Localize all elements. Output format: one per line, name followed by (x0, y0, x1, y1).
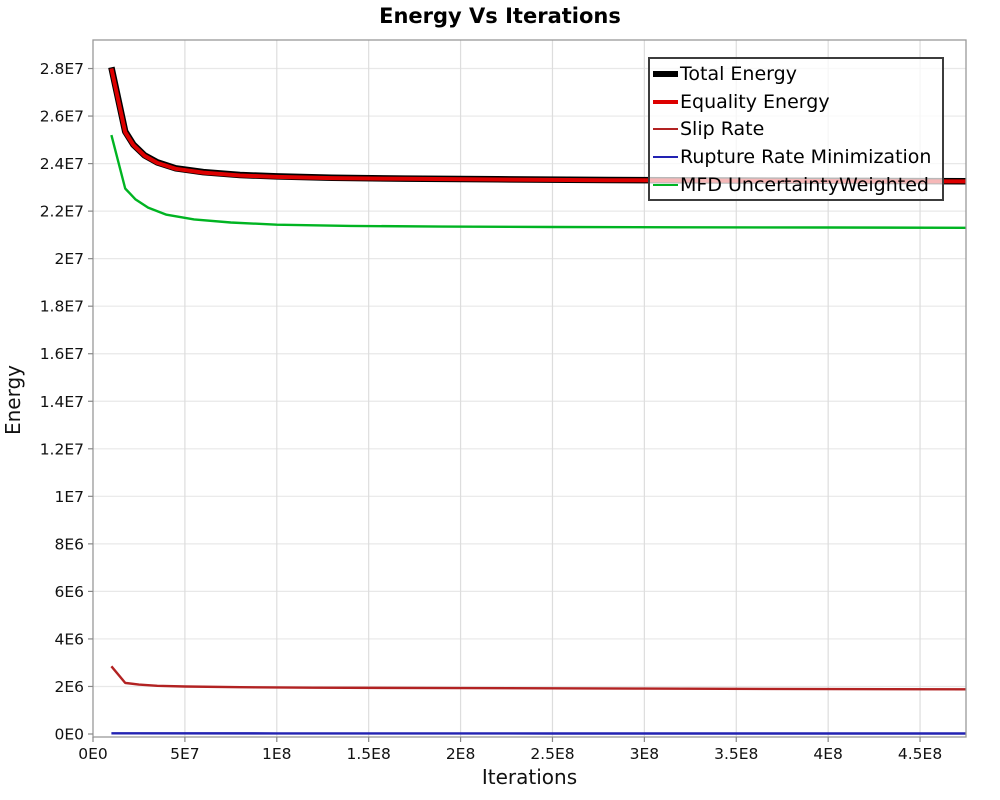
y-tick-label: 2.8E7 (40, 60, 84, 78)
y-tick-label: 1.8E7 (40, 298, 84, 316)
legend: Total Energy Equality Energy Slip Rate Rupt… (648, 57, 944, 201)
y-tick-label: 2.2E7 (40, 203, 84, 221)
legend-label: Slip Rate (680, 118, 765, 141)
legend-item: MFD UncertaintyWeighted (653, 171, 942, 199)
legend-swatch-icon (653, 156, 678, 159)
chart-title: Energy Vs Iterations (379, 4, 621, 28)
legend-label: Rupture Rate Minimization (680, 146, 932, 169)
legend-item: Rupture Rate Minimization (653, 143, 942, 171)
x-tick-label: 1E8 (262, 745, 292, 763)
x-tick-label: 2.5E8 (530, 745, 574, 763)
legend-swatch-icon (653, 70, 678, 77)
legend-label: Total Energy (680, 62, 797, 85)
y-tick-label: 4E6 (54, 630, 84, 648)
legend-item: Total Energy (653, 60, 942, 88)
y-tick-label: 1.4E7 (40, 393, 84, 411)
x-tick-label: 0E0 (78, 745, 108, 763)
y-tick-label: 6E6 (54, 583, 84, 601)
series-line-slip-rate (110, 665, 967, 691)
y-tick-label: 8E6 (54, 535, 84, 553)
x-tick-label: 4.5E8 (898, 745, 942, 763)
series-line-mfd-uncertaintyweighted (110, 134, 967, 230)
legend-item: Equality Energy (653, 88, 942, 116)
legend-label: Equality Energy (680, 90, 830, 113)
y-tick-label: 2.6E7 (40, 108, 84, 126)
x-tick-label: 5E7 (170, 745, 200, 763)
x-tick-label: 3.5E8 (714, 745, 758, 763)
plot-border (92, 39, 967, 738)
x-tick-label: 1.5E8 (347, 745, 391, 763)
y-axis-title: Energy (1, 364, 25, 436)
x-axis-title: Iterations (481, 765, 578, 789)
y-tick-label: 2.4E7 (40, 155, 84, 173)
y-tick-label: 1E7 (54, 488, 84, 506)
x-tick-label: 4E8 (813, 745, 843, 763)
x-tick-label: 3E8 (630, 745, 660, 763)
y-tick-label: 0E0 (54, 726, 84, 744)
legend-label: MFD UncertaintyWeighted (680, 174, 929, 197)
y-tick-label: 2E6 (54, 678, 84, 696)
x-tick-label: 2E8 (446, 745, 476, 763)
legend-item: Slip Rate (653, 116, 942, 144)
y-tick-label: 1.6E7 (40, 345, 84, 363)
y-tick-label: 1.2E7 (40, 440, 84, 458)
legend-swatch-icon (653, 184, 678, 187)
y-tick-label: 2E7 (54, 250, 84, 268)
legend-swatch-icon (653, 99, 678, 104)
legend-swatch-icon (653, 128, 678, 131)
